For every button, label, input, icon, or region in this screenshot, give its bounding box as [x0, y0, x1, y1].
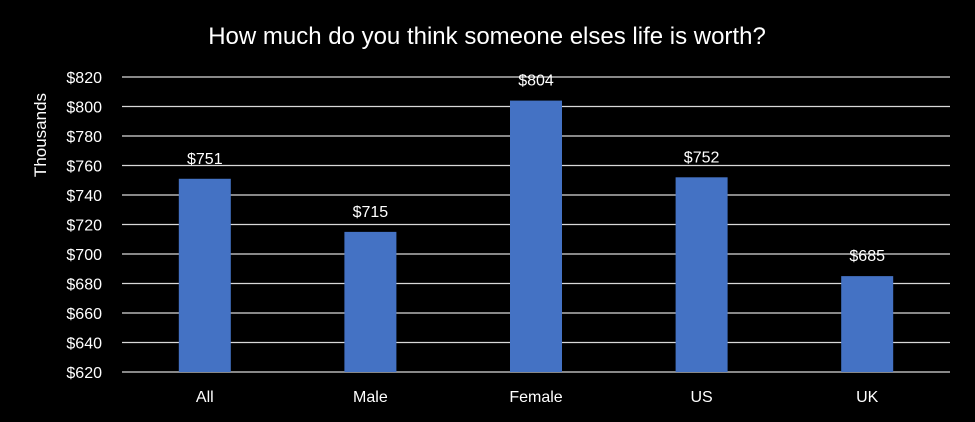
x-tick-label: Male: [353, 389, 388, 406]
y-tick-label: $780: [66, 129, 102, 146]
x-tick-label: All: [196, 389, 214, 406]
x-tick-label: US: [690, 389, 712, 406]
y-axis-label: Thousands: [31, 93, 50, 177]
data-label: $715: [353, 204, 389, 221]
x-tick-label: UK: [856, 389, 879, 406]
bars: [178, 100, 894, 372]
y-tick-label: $820: [66, 70, 102, 87]
y-tick-label: $740: [66, 188, 102, 205]
data-label: $685: [849, 248, 885, 265]
y-tick-label: $640: [66, 336, 102, 353]
x-axis-ticks: All Male Female US UK: [196, 389, 879, 406]
y-tick-label: $660: [66, 306, 102, 323]
bar-male: [344, 231, 397, 372]
bar-uk: [841, 276, 894, 372]
y-tick-label: $620: [66, 365, 102, 382]
y-tick-label: $760: [66, 159, 102, 176]
y-tick-label: $680: [66, 277, 102, 294]
data-label: $751: [187, 151, 223, 168]
y-axis-ticks: $620 $640 $660 $680 $700 $720 $740 $760 $780 $800…: [66, 70, 102, 382]
data-label: $804: [518, 73, 554, 90]
bar-female: [510, 100, 562, 372]
y-tick-label: $700: [66, 247, 102, 264]
x-tick-label: Female: [509, 389, 562, 406]
bar-all: [178, 178, 231, 372]
y-tick-label: $720: [66, 218, 102, 235]
data-label: $752: [684, 149, 720, 166]
chart-title: How much do you think someone elses life…: [208, 23, 766, 50]
bar-us: [675, 177, 728, 372]
data-labels: $751 $715 $804 $752 $685: [187, 73, 885, 266]
y-tick-label: $800: [66, 100, 102, 117]
